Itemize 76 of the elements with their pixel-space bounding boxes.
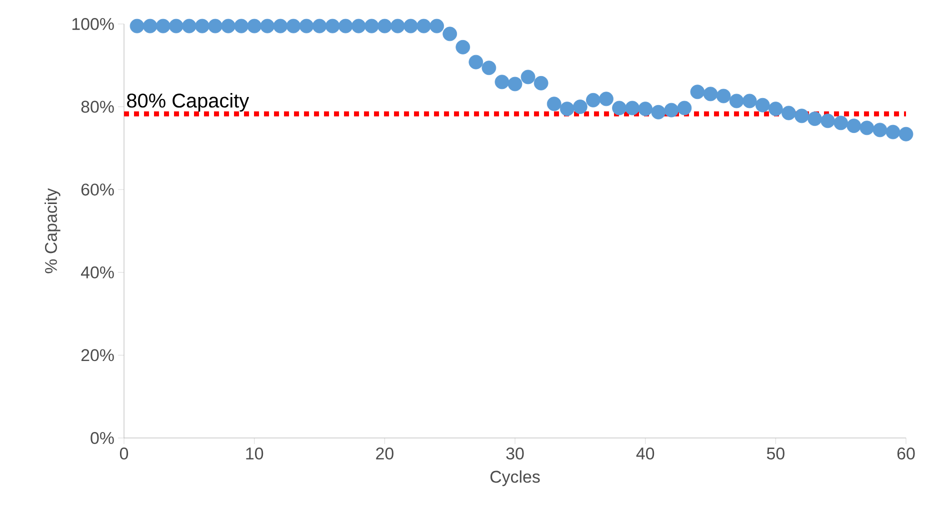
ref-line-label: 80% Capacity (127, 93, 250, 112)
point (534, 76, 548, 90)
x-axis-title: Cycles (490, 470, 540, 486)
x-tick-label: 10 (246, 448, 264, 460)
point (273, 18, 288, 34)
point (442, 26, 458, 42)
point (390, 18, 405, 34)
x-tick-label: 60 (897, 448, 915, 460)
point (508, 76, 522, 92)
point (834, 116, 848, 130)
point (782, 106, 796, 120)
point (808, 112, 822, 126)
point (599, 92, 614, 106)
point (729, 94, 744, 108)
x-tick-label: 50 (766, 448, 784, 460)
point (612, 100, 626, 116)
point (520, 70, 536, 84)
point (377, 18, 392, 34)
y-axis-title: % Capacity (44, 188, 60, 274)
point (482, 60, 496, 76)
point (130, 18, 144, 34)
point (768, 102, 783, 116)
point (703, 86, 718, 102)
point (820, 114, 836, 128)
point (325, 18, 340, 34)
point (560, 102, 574, 116)
point (898, 126, 914, 142)
x-tick-label: 40 (636, 448, 654, 460)
x-tick-label: 0 (120, 448, 128, 460)
point (364, 18, 379, 34)
point (416, 18, 431, 34)
point (690, 84, 705, 100)
point (142, 18, 158, 34)
point (638, 102, 653, 116)
point (430, 18, 444, 34)
point (351, 18, 366, 34)
x-tick-label: 30 (506, 448, 524, 460)
point (312, 18, 327, 34)
point (572, 100, 588, 114)
point (755, 98, 770, 112)
point (846, 118, 862, 134)
point (456, 40, 470, 54)
point (664, 102, 679, 118)
point (299, 18, 314, 34)
point (208, 18, 222, 34)
y-tick-label: 80% (81, 100, 114, 113)
point (872, 122, 888, 138)
point (195, 18, 210, 34)
y-tick-label: 0% (90, 432, 114, 444)
point (651, 104, 666, 120)
point (860, 120, 874, 136)
y-tick-label: 60% (81, 184, 114, 196)
point (716, 88, 731, 104)
point (794, 108, 809, 124)
point (247, 18, 262, 34)
point (586, 92, 600, 108)
point (546, 96, 562, 112)
point (677, 100, 692, 116)
point (494, 74, 510, 90)
point (182, 18, 196, 34)
point (468, 54, 484, 70)
point (286, 18, 301, 34)
point (742, 94, 757, 108)
point (168, 18, 184, 34)
point (625, 100, 640, 116)
point (234, 18, 249, 34)
y-tick-label: 100% (72, 18, 114, 30)
point (260, 18, 275, 34)
y-tick-label: 20% (81, 349, 114, 362)
point (338, 18, 353, 34)
x-tick-label: 20 (376, 448, 394, 460)
point (404, 18, 418, 34)
point (886, 124, 900, 140)
y-tick-label: 40% (80, 266, 114, 278)
point (156, 18, 170, 34)
point (221, 18, 236, 34)
